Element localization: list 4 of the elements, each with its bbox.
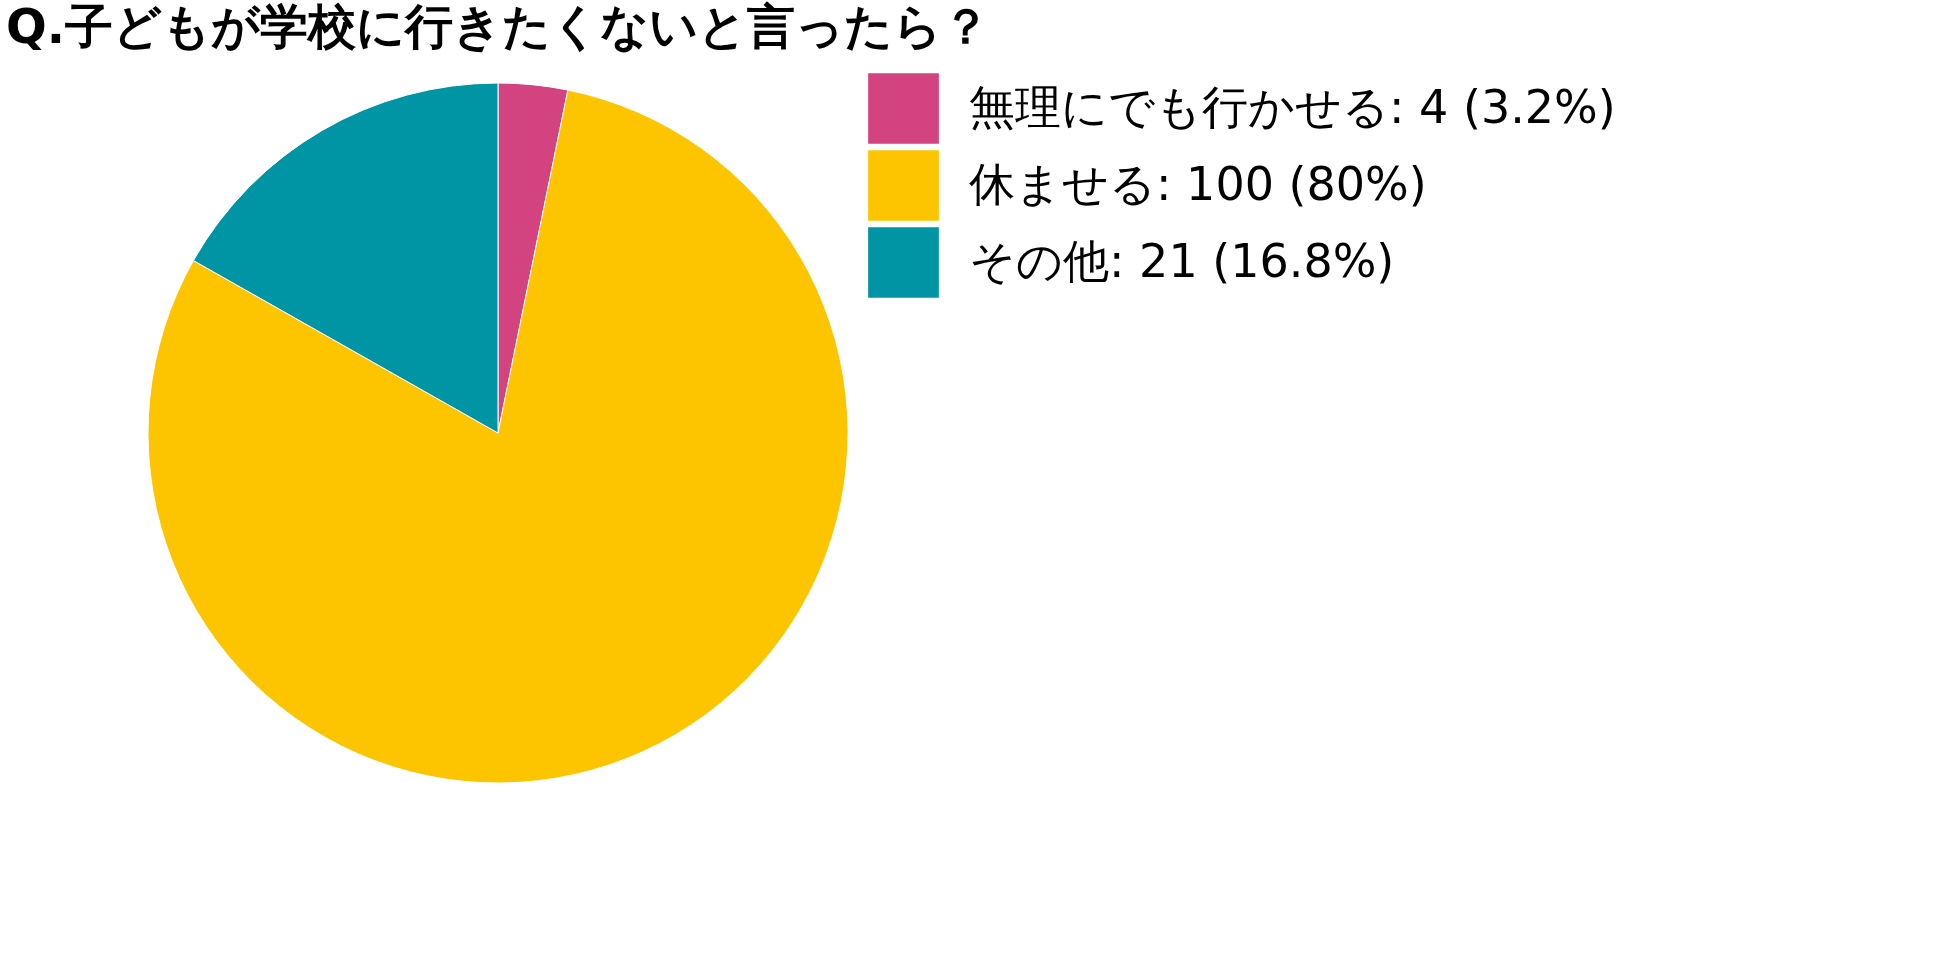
legend-label: その他: 21 (16.8%) bbox=[969, 233, 1395, 288]
legend-label: 休ませる: 100 (80%) bbox=[969, 156, 1427, 211]
chart-title: Q.子どもが学校に行きたくないと言ったら？ bbox=[5, 0, 991, 54]
legend-label: 無理にでも行かせる: 4 (3.2%) bbox=[969, 79, 1616, 134]
